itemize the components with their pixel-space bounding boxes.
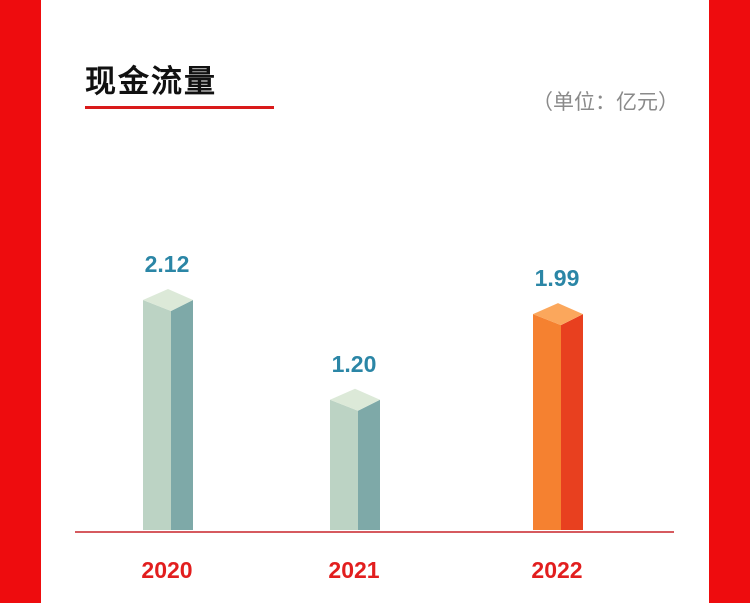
bar-2020: [143, 288, 193, 530]
x-tick-label: 2020: [141, 557, 192, 583]
bar-side-face: [171, 299, 193, 530]
bar-2022: [533, 303, 583, 530]
left-red-border: [0, 0, 41, 603]
right-red-border: [709, 0, 750, 603]
bar-front-face: [533, 314, 561, 530]
data-label: 2.12: [145, 251, 190, 277]
x-tick-label: 2021: [328, 557, 379, 583]
bar-top-face: [330, 388, 380, 411]
bar-top-face: [533, 303, 583, 326]
bar-side-face: [358, 399, 380, 530]
data-label: 1.99: [535, 265, 580, 291]
bar-2021: [330, 388, 380, 530]
bar-group: 2.12 2020 1.20 2021 1.99 2022: [141, 251, 583, 583]
data-label: 1.20: [332, 351, 377, 377]
bar-front-face: [143, 299, 171, 530]
bar-side-face: [561, 314, 583, 530]
x-tick-label: 2022: [531, 557, 582, 583]
unit-label: （单位：亿元）: [532, 90, 679, 114]
bar-top-face: [143, 288, 193, 311]
chart-title: 现金流量: [85, 64, 217, 100]
title-underline: [85, 106, 274, 109]
bar-front-face: [330, 399, 358, 530]
